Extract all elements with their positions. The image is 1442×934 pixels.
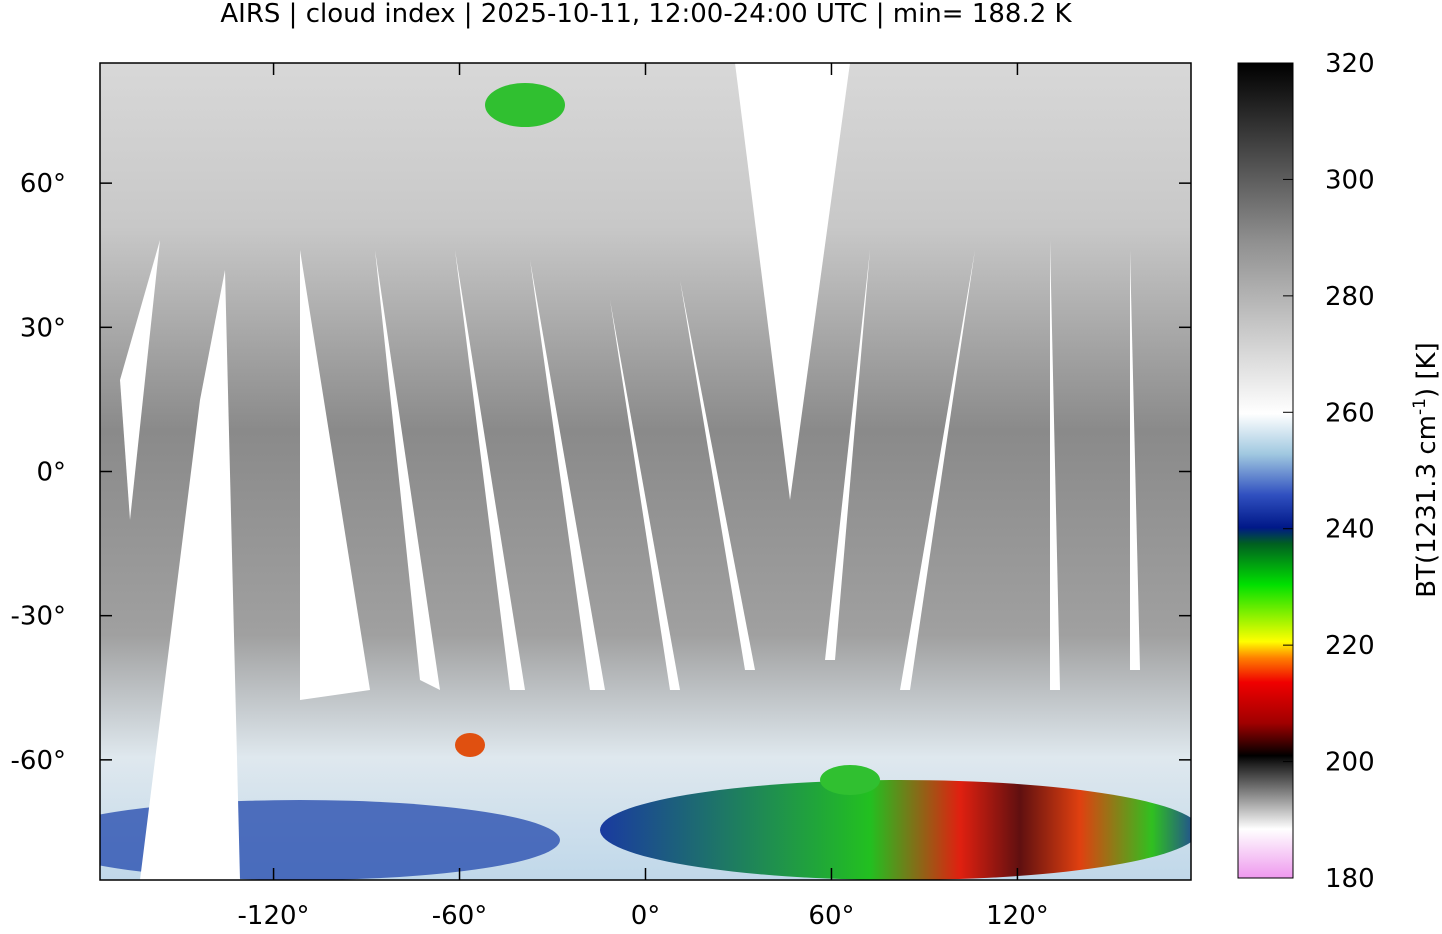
colorbar-tick-label: 180: [1325, 864, 1375, 894]
colorbar-tick-label: 260: [1325, 398, 1375, 428]
x-tick-label: -60°: [432, 901, 487, 930]
colorbar-tick-label: 320: [1325, 49, 1375, 79]
y-tick-label: -60°: [11, 746, 66, 776]
x-tick-label: 0°: [631, 901, 661, 930]
y-tick-label: 0°: [36, 458, 66, 488]
colorbar-label-suffix: ) [K]: [1412, 342, 1442, 398]
colorbar-label-superscript: -1: [1410, 398, 1430, 415]
y-tick-label: 30°: [20, 313, 66, 343]
colorbar-tick-label: 200: [1325, 748, 1375, 778]
map-image: [100, 63, 1191, 880]
colorbar-tick-label: 240: [1325, 515, 1375, 545]
x-tick-label: 60°: [808, 901, 854, 930]
colorbar-tick-label: 280: [1325, 282, 1375, 312]
x-tick-label: -120°: [238, 901, 310, 930]
colorbar-label: BT(1231.3 cm-1) [K]: [1410, 342, 1442, 597]
y-tick-label: 60°: [20, 169, 66, 199]
colorbar-tick-label: 220: [1325, 631, 1375, 661]
colorbar: [1237, 62, 1294, 879]
x-tick-label: 120°: [986, 901, 1049, 930]
colorbar-label-text: BT(1231.3 cm: [1412, 415, 1442, 598]
title: AIRS | cloud index | 2025-10-11, 12:00-2…: [220, 0, 1072, 29]
colorbar-tick-label: 300: [1325, 165, 1375, 195]
y-tick-label: -30°: [11, 602, 66, 632]
